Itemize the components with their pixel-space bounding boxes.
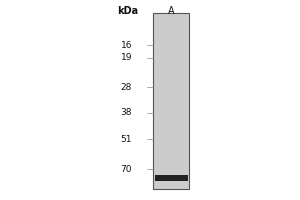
Text: 28: 28 xyxy=(121,82,132,92)
Bar xyxy=(153,13,189,189)
Bar xyxy=(154,175,188,181)
Text: A: A xyxy=(168,6,174,16)
Text: 19: 19 xyxy=(121,53,132,62)
Text: kDa: kDa xyxy=(117,6,138,16)
Text: 51: 51 xyxy=(121,134,132,144)
Text: 38: 38 xyxy=(121,108,132,117)
Text: 16: 16 xyxy=(121,40,132,49)
Text: 70: 70 xyxy=(121,164,132,173)
